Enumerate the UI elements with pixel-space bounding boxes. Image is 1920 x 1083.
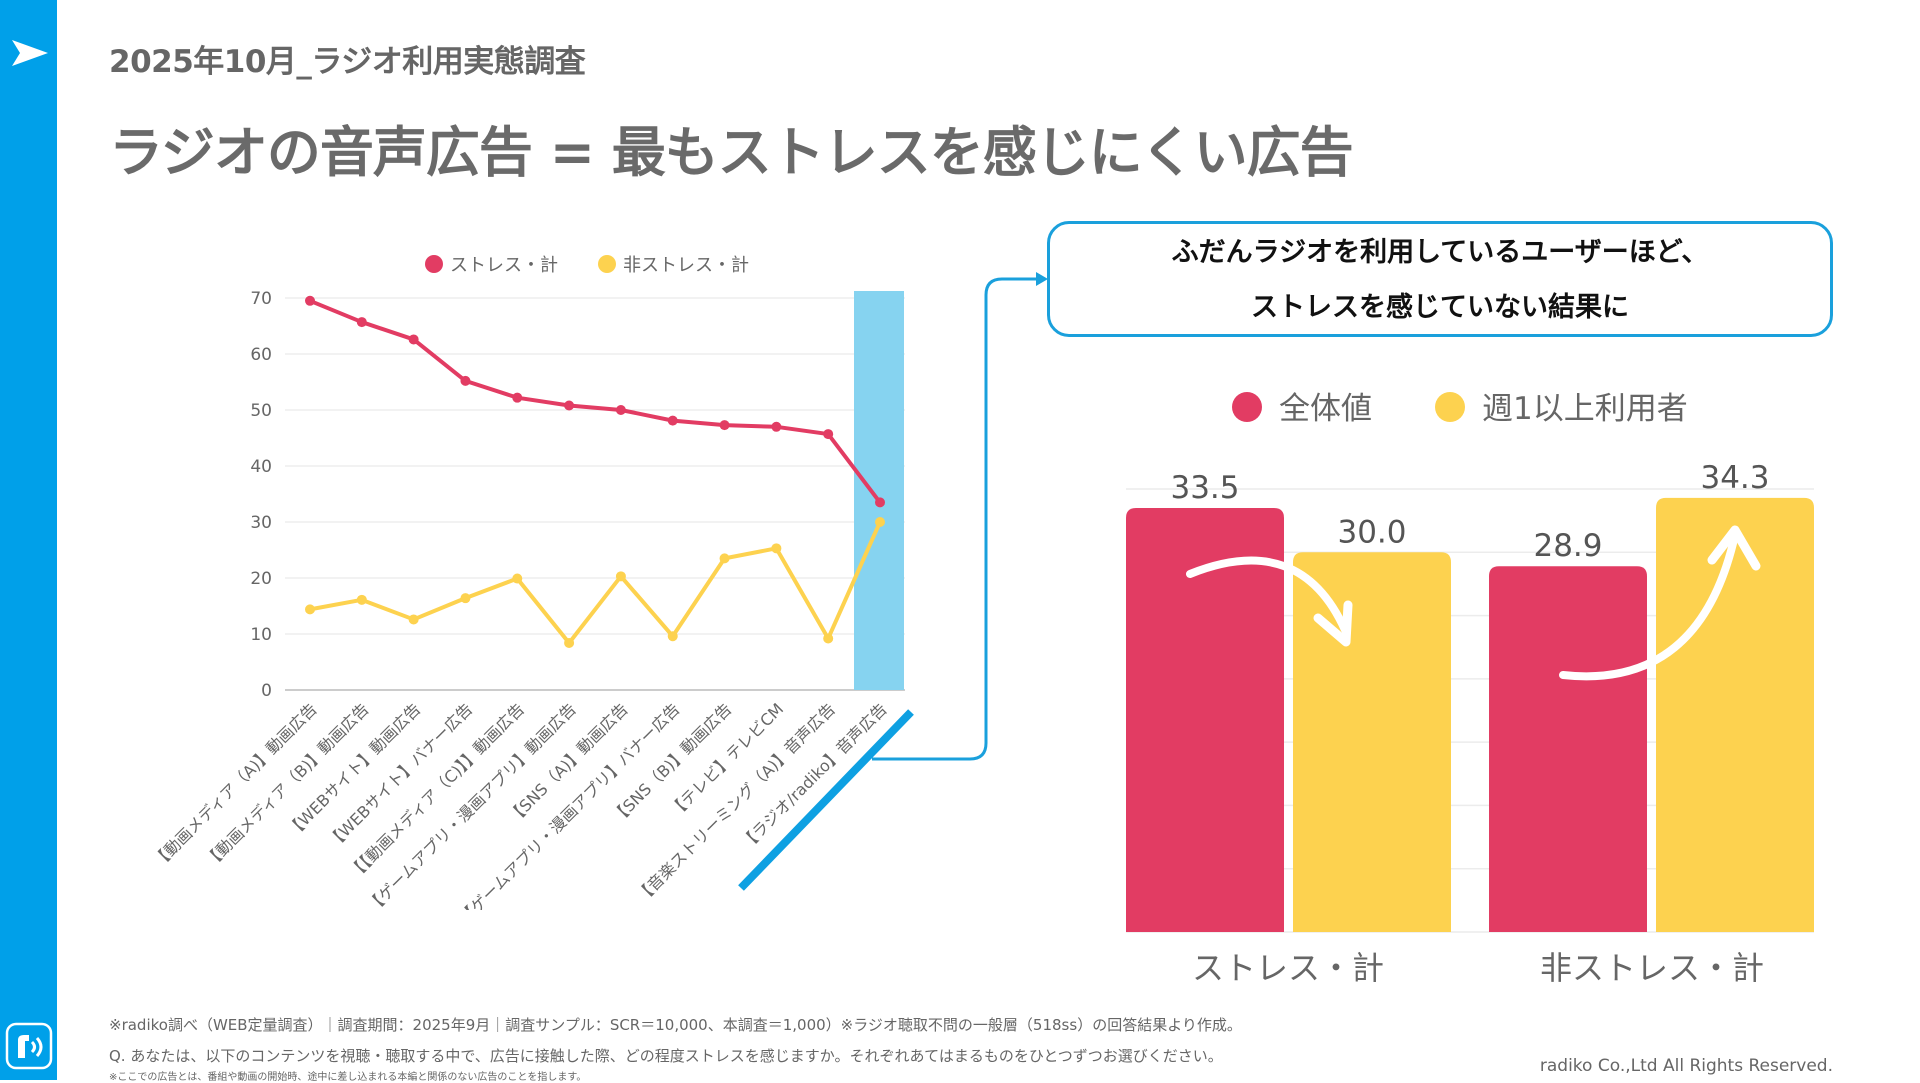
legend-weekly-label: 週1以上利用者 bbox=[1482, 391, 1688, 427]
radiko-logo-icon bbox=[5, 1022, 53, 1070]
connector-arrow-icon bbox=[872, 272, 1048, 761]
insight-callout: ふだんラジオを利用しているユーザーほど、 ストレスを感じていない結果に bbox=[1047, 221, 1833, 337]
data-point bbox=[564, 637, 575, 648]
data-point bbox=[460, 375, 471, 386]
bar-category-nonstress: 非ストレス・計 bbox=[1540, 949, 1764, 987]
series-line-non-stress bbox=[309, 521, 882, 645]
y-tick-label: 20 bbox=[250, 569, 272, 589]
series-line-stress bbox=[309, 298, 882, 504]
bar bbox=[1489, 566, 1647, 932]
report-subtitle: 2025年10月_ラジオ利用実態調査 bbox=[109, 44, 586, 80]
y-tick-label: 0 bbox=[261, 681, 272, 701]
callout-line-2: ストレスを感じていない結果に bbox=[1251, 292, 1629, 323]
play-arrow-icon bbox=[12, 40, 48, 66]
y-tick-label: 40 bbox=[250, 457, 272, 477]
data-point bbox=[667, 631, 678, 642]
bar bbox=[1126, 507, 1284, 932]
legend-overall-marker bbox=[1232, 392, 1262, 422]
data-point bbox=[667, 415, 678, 426]
bar-category-stress: ストレス・計 bbox=[1192, 949, 1384, 987]
data-point bbox=[512, 392, 523, 403]
data-point bbox=[356, 594, 367, 605]
data-point bbox=[564, 400, 575, 411]
page-title: ラジオの音声広告 = 最もストレスを感じにくい広告 bbox=[109, 121, 1354, 184]
bar-value-label: 30.0 bbox=[1337, 514, 1406, 550]
line-chart-legend: ストレス・計 非ストレス・計 bbox=[425, 255, 749, 276]
data-point bbox=[305, 295, 315, 306]
footnote-definition: ※ここでの広告とは、番組や動画の開始時、途中に差し込まれる本編と関係のない広告の… bbox=[109, 1072, 587, 1083]
data-point bbox=[615, 405, 626, 415]
data-point bbox=[719, 553, 730, 564]
data-point bbox=[512, 573, 523, 584]
legend-stress-label: ストレス・計 bbox=[450, 255, 558, 276]
bar bbox=[1293, 552, 1451, 932]
usage-bar-chart: 全体値 週1以上利用者 33.5 28.9 30.0 34.3 ストレス・計 非ストレ… bbox=[1126, 391, 1814, 987]
y-tick-label: 10 bbox=[250, 625, 272, 645]
legend-stress-marker bbox=[425, 255, 443, 273]
data-point bbox=[771, 421, 782, 432]
data-point bbox=[823, 429, 834, 440]
decrease-arrow-icon bbox=[1186, 556, 1349, 634]
data-point bbox=[719, 420, 730, 431]
data-point bbox=[356, 317, 367, 328]
bar-value-label: 28.9 bbox=[1533, 528, 1602, 564]
y-tick-label: 60 bbox=[250, 345, 272, 365]
bar bbox=[1656, 497, 1814, 932]
increase-arrow-icon bbox=[1559, 531, 1739, 681]
radio-highlight-band bbox=[854, 291, 904, 690]
data-point bbox=[615, 571, 626, 582]
bar-value-label: 33.5 bbox=[1170, 470, 1239, 506]
y-tick-label: 30 bbox=[250, 513, 272, 533]
data-point bbox=[408, 334, 419, 345]
brand-sidebar bbox=[0, 0, 57, 1080]
data-point bbox=[875, 497, 885, 508]
legend-weekly-marker bbox=[1435, 392, 1465, 422]
copyright: radiko Co.,Ltd All Rights Reserved. bbox=[1539, 1056, 1833, 1076]
footnote-question: Q. あなたは、以下のコンテンツを視聴・聴取する中で、広告に接触した際、どの程度… bbox=[109, 1047, 1223, 1065]
data-point bbox=[771, 543, 782, 554]
legend-nonstress-marker bbox=[598, 255, 616, 273]
data-point bbox=[875, 517, 885, 527]
data-point bbox=[823, 633, 834, 644]
legend-nonstress-label: 非ストレス・計 bbox=[623, 255, 749, 276]
bar-value-label: 34.3 bbox=[1700, 460, 1769, 496]
footnote-source: ※radiko調べ（WEB定量調査）｜調査期間：2025年9月｜調査サンプル：S… bbox=[109, 1016, 1242, 1034]
y-tick-label: 50 bbox=[250, 401, 272, 421]
legend-overall-label: 全体値 bbox=[1279, 391, 1372, 427]
data-point bbox=[408, 614, 419, 625]
y-tick-label: 70 bbox=[250, 289, 272, 309]
data-point bbox=[305, 604, 315, 615]
callout-line-1: ふだんラジオを利用しているユーザーほど、 bbox=[1171, 237, 1709, 268]
data-point bbox=[460, 593, 471, 604]
radio-underline-marker bbox=[738, 709, 914, 891]
